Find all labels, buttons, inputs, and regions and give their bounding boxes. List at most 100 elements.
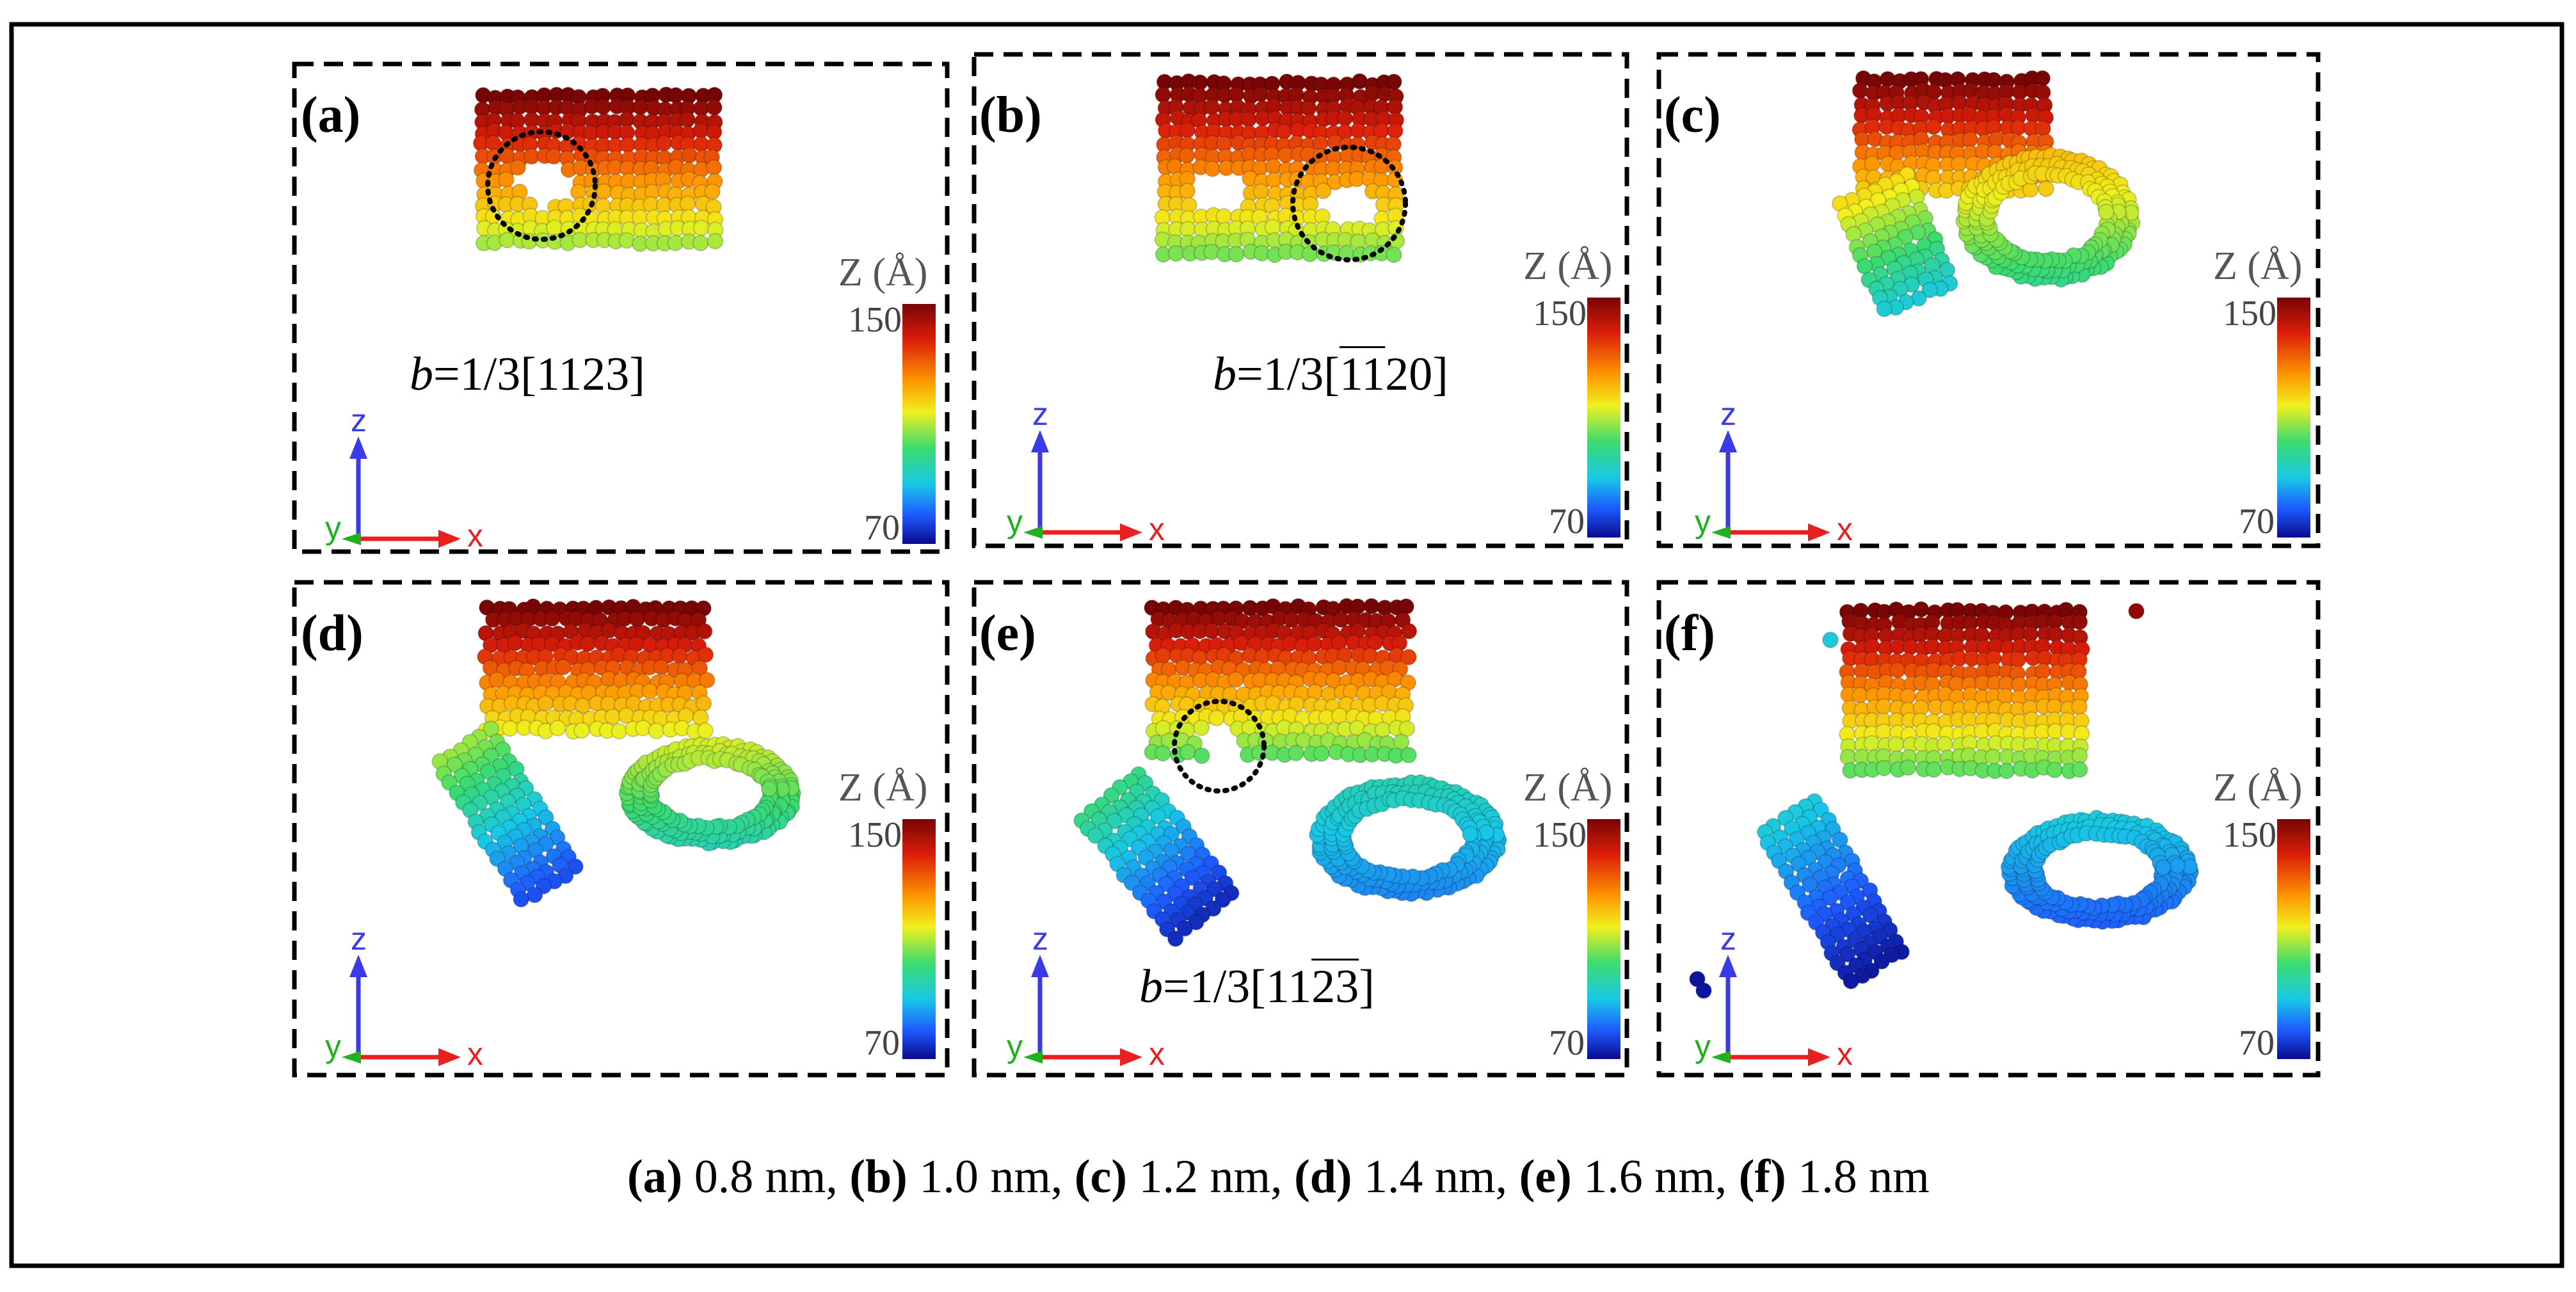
atom-cluster-b [1336,109,1354,127]
atom-cluster-f [1887,736,1905,753]
panel-label-c: (c) [1664,87,1721,143]
atom-cluster-b [1240,111,1258,128]
atom-cluster-a [546,219,563,236]
colorbar-c [2277,298,2310,538]
colorbar-b [1587,298,1620,538]
atom-cluster-b [1252,183,1270,200]
panel-frame-f [1656,580,2321,1078]
x-arrowhead-c [1808,523,1830,541]
colorbar-min-e: 70 [1549,1023,1585,1063]
colorbar-a [902,304,936,544]
atom-cluster-d [543,610,561,627]
atom-cluster-a [705,159,723,176]
colorbar-min-b: 70 [1549,502,1585,541]
atom-cluster-b [1228,246,1245,263]
atom-cluster-c [1856,258,1873,275]
z-arrowhead-d [349,955,367,977]
z-axis-label-b: z [1032,396,1048,432]
atom-cluster-f [1875,698,1892,715]
atom-cluster-f [2071,747,2088,764]
atom-cluster-b [1155,86,1172,104]
atom-cluster-c [1962,131,1979,148]
colorbar-max-b: 150 [1533,294,1587,333]
panel-label-a: (a) [301,87,361,143]
atom-cluster-f [1925,761,1942,778]
colorbar-max-f: 150 [2223,815,2276,855]
z-arrowhead-b [1031,430,1049,452]
atom-cluster-b [1204,160,1221,177]
atom-cluster-b [1179,182,1196,200]
colorbar-max-c: 150 [2223,294,2276,333]
z-arrowhead-f [1719,955,1737,977]
atom-cluster-d [697,722,714,739]
atom-cluster-d [579,635,596,653]
outer-frame [9,22,2564,1268]
z-axis-label-c: z [1720,396,1736,432]
atom-cluster-a [707,232,724,250]
y-arrowhead-f [1711,1051,1731,1064]
atom-cluster-e [1208,710,1225,726]
atom-cluster-d [549,719,566,737]
atom-cluster-d [696,623,713,640]
atom-cluster-f [1912,601,1930,618]
x-arrowhead-e [1120,1048,1142,1066]
atom-cluster-d [479,763,497,780]
atom-cluster-c [1852,82,1869,99]
atom-cluster-f [2071,613,2088,630]
atom-cluster-e [1179,744,1196,761]
atom-cluster-d [488,671,506,689]
atom-cluster-b [1252,85,1269,102]
atom-cluster-f [2071,698,2088,715]
colorbar-title-d: Z (Å) [838,766,928,809]
colorbar-title-c: Z (Å) [2213,244,2303,288]
x-axis-label-c: x [1837,511,1853,547]
atom-cluster-f [1695,982,1712,999]
atom-cluster-e [1313,745,1330,762]
atom-cluster-f [2071,761,2088,778]
atom-clusters [431,70,2199,999]
colorbar-max-a: 150 [848,300,902,340]
atom-cluster-a [509,159,527,176]
panel-frame-c [1656,52,2321,548]
y-arrowhead-a [342,532,361,545]
atom-cluster-e [1154,745,1171,762]
z-arrowhead-c [1719,430,1737,452]
burgers-vector-b: b=1/3[1120] [1213,348,1448,401]
x-axis-label-b: x [1149,511,1165,547]
panel-frame-a [292,61,950,554]
atom-cluster-f [1998,762,2015,779]
atom-cluster-d [648,722,665,740]
atom-cluster-a [595,183,612,200]
atom-cluster-b [1388,232,1405,250]
panel-label-b: (b) [979,87,1042,143]
atom-cluster-d [628,610,646,628]
atom-cluster-e [1155,647,1172,664]
atom-cluster-e [1288,744,1305,762]
atom-cluster-d [761,780,778,797]
z-arrowhead-a [349,436,367,459]
atom-cluster-f [2010,651,2027,668]
atom-cluster-d [671,647,689,664]
z-axis-label-a: z [351,403,367,438]
atom-cluster-f [1875,760,1892,777]
atom-cluster-f [1843,973,1860,990]
colorbar-min-c: 70 [2239,502,2275,541]
atom-cluster-f [1863,735,1880,752]
atom-cluster-a [655,134,673,152]
y-arrowhead-e [1023,1051,1043,1064]
atom-cluster-b [1315,182,1332,200]
atom-cluster-c [1950,156,1967,173]
atom-cluster-e [1167,930,1184,947]
atom-cluster-c [1876,300,1893,317]
x-arrowhead-b [1120,523,1142,541]
colorbar-title-b: Z (Å) [1523,244,1613,288]
x-axis-label-e: x [1149,1036,1165,1072]
colorbar-min-d: 70 [864,1023,900,1063]
atom-cluster-c [2037,180,2054,197]
atom-cluster-c [1921,282,1939,299]
colorbar-e [1587,819,1620,1059]
x-axis-label-d: x [467,1036,483,1072]
atom-cluster-a [692,219,710,237]
colorbar-title-e: Z (Å) [1523,766,1613,809]
atom-cluster-e [1400,746,1417,763]
